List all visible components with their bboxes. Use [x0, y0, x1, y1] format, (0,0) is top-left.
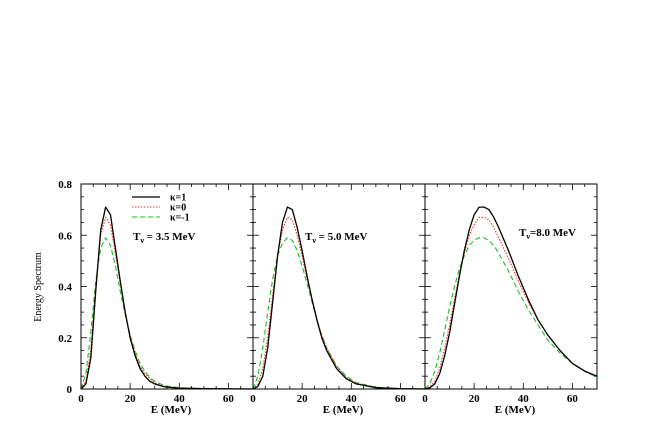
- x-axis-titles: E (MeV) E (MeV) E (MeV): [151, 404, 536, 416]
- axis-ticks: [80, 183, 598, 390]
- panel-label: Tν = 5.0 MeV: [305, 231, 367, 245]
- panel-temperature-labels: Tν = 3.5 MeV Tν = 5.0 MeV Tν=8.0 MeV: [133, 227, 576, 245]
- series-line-k0: [80, 216, 254, 390]
- y-tick-label: 0.6: [58, 230, 72, 242]
- y-tick-label: 0: [67, 384, 73, 396]
- y-tick-label: 0.4: [58, 282, 72, 294]
- legend-label-km1: κ=-1: [170, 213, 190, 224]
- x-tick-label: 40: [518, 393, 530, 405]
- panel-frame-2: [252, 183, 426, 390]
- axis-tick-labels: 0 20 40 60 0 20 40 60 0 20 40 60 0 0.2 0.4 0.6 0.8: [58, 179, 578, 405]
- legend-label-k0: κ=0: [170, 203, 186, 214]
- legend-label-k1: κ=1: [170, 193, 186, 204]
- panel-frames: [80, 183, 598, 390]
- panel-frame-3: [424, 183, 598, 390]
- series-line-k1: [424, 206, 598, 390]
- x-tick-label: 20: [125, 393, 137, 405]
- x-tick-label: 60: [567, 393, 579, 405]
- x-tick-label: 0: [250, 393, 256, 405]
- y-axis-title: Energy Spectrum: [33, 252, 44, 322]
- x-tick-label: 60: [395, 393, 407, 405]
- x-tick-label: 20: [469, 393, 481, 405]
- x-tick-label: 0: [78, 393, 84, 405]
- y-tick-label: 0.2: [58, 333, 72, 345]
- legend: κ=1κ=0κ=-1: [132, 193, 190, 224]
- series-line-k1: [252, 206, 426, 390]
- panel-frame-1: [80, 183, 254, 390]
- series-line-km1: [424, 237, 598, 390]
- x-axis-title: E (MeV): [323, 404, 364, 416]
- x-tick-label: 60: [223, 393, 235, 405]
- y-tick-label: 0.8: [58, 179, 72, 191]
- x-axis-title: E (MeV): [495, 404, 536, 416]
- panel-label: Tν = 3.5 MeV: [133, 231, 195, 245]
- x-tick-label: 0: [422, 393, 428, 405]
- series-line-km1: [80, 237, 254, 390]
- x-tick-label: 20: [297, 393, 309, 405]
- series-line-km1: [252, 237, 426, 390]
- x-tick-label: 40: [174, 393, 186, 405]
- x-axis-title: E (MeV): [151, 404, 192, 416]
- spectrum-curves: [80, 206, 598, 390]
- series-line-k1: [80, 206, 254, 390]
- x-tick-label: 40: [346, 393, 358, 405]
- panel-label: Tν=8.0 MeV: [519, 227, 576, 241]
- series-line-k0: [252, 216, 426, 390]
